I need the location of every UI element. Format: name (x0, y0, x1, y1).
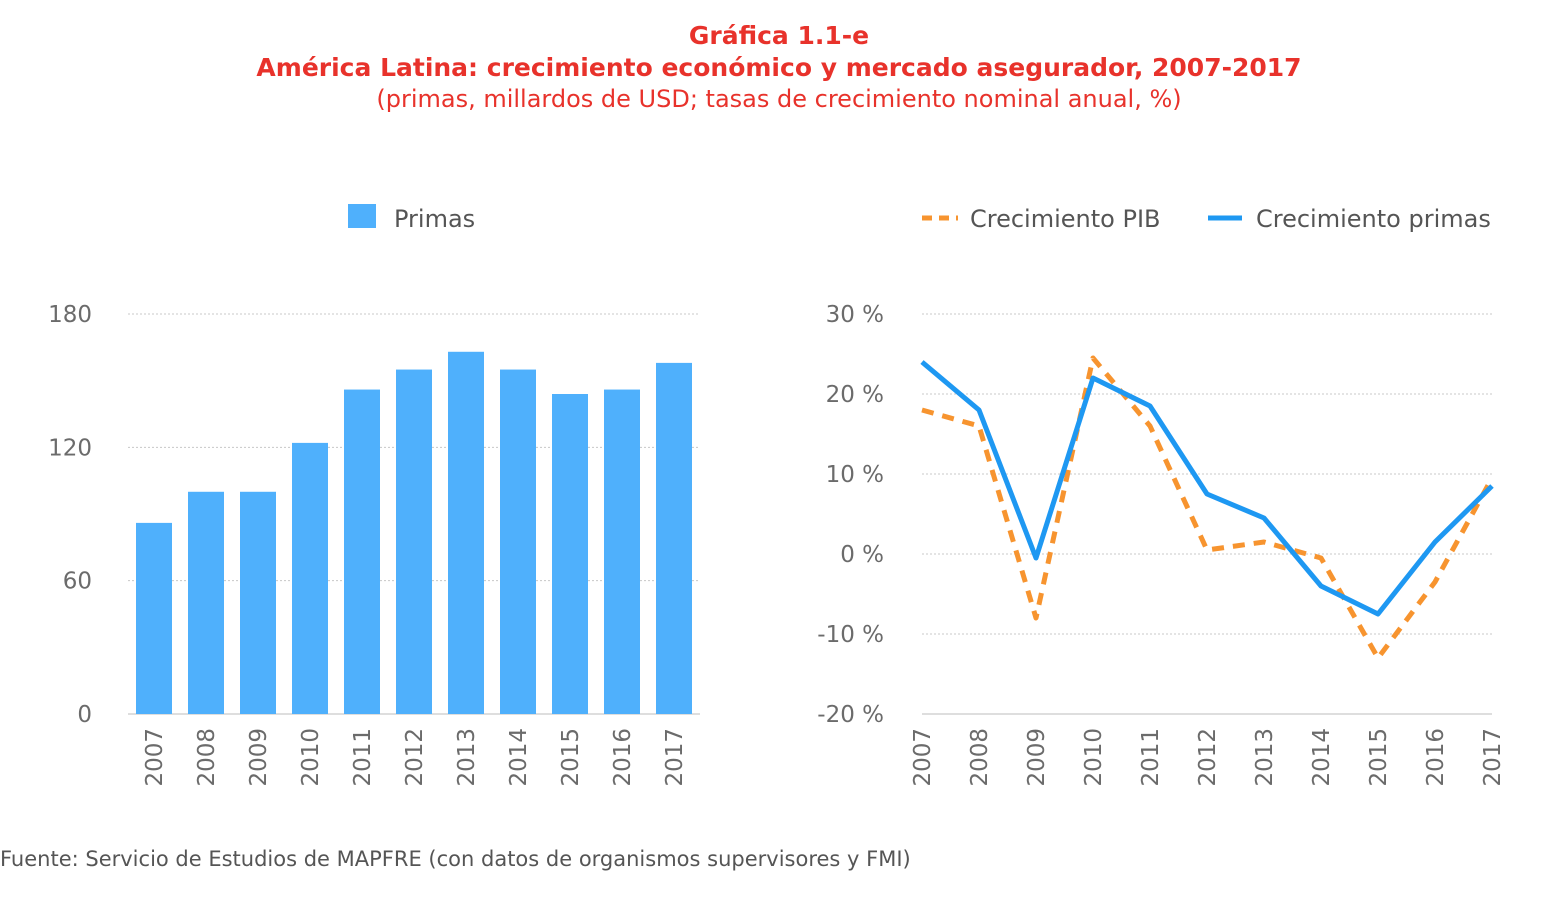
source-note: Fuente: Servicio de Estudios de MAPFRE (… (0, 847, 911, 871)
y-tick-label: 120 (48, 435, 92, 461)
x-tick-label: 2012 (1195, 728, 1221, 787)
x-tick-label: 2014 (506, 728, 532, 787)
x-tick-label: 2011 (350, 728, 376, 787)
bar (344, 389, 380, 714)
y-tick-label: 30 % (826, 302, 884, 328)
x-tick-label: 2010 (1081, 728, 1107, 787)
bar-chart-premiums: 0 60 120 180 2007 2008 2009 2010 2011 2012 2013 201… (48, 204, 700, 787)
y-tick-label: -20 % (817, 702, 884, 728)
series-line-premiums (920, 360, 1494, 617)
x-tick-label: 2014 (1309, 728, 1335, 787)
y-tick-label: 0 % (840, 542, 884, 568)
x-tick-label: 2016 (610, 728, 636, 787)
bar (656, 362, 692, 714)
line-chart-growth: -20 % -10 % 0 % 10 % 20 % 30 % 2007 2008 2009 201… (817, 205, 1506, 787)
bar (188, 491, 224, 714)
series-line-gdp (921, 355, 1495, 661)
legend-label-premiums: Crecimiento primas (1256, 205, 1491, 233)
x-tick-label: 2007 (142, 728, 168, 787)
bar (396, 369, 432, 714)
x-tick-label: 2017 (662, 728, 688, 787)
figure-title: América Latina: crecimiento económico y … (256, 53, 1302, 82)
y-tick-label: 180 (48, 302, 92, 328)
legend-label-primas: Primas (394, 205, 475, 233)
y-tick-label: -10 % (817, 622, 884, 648)
figure-label: Gráfica 1.1-e (688, 21, 870, 50)
figure-subtitle: (primas, millardos de USD; tasas de crec… (376, 85, 1182, 113)
x-tick-label: 2017 (1480, 728, 1506, 787)
x-tick-label: 2011 (1138, 728, 1164, 787)
bar (448, 351, 484, 714)
x-tick-label: 2008 (194, 728, 220, 787)
y-tick-label: 10 % (826, 462, 884, 488)
bar (292, 442, 328, 714)
x-tick-label: 2007 (910, 728, 936, 787)
bar (136, 522, 172, 714)
x-tick-label: 2009 (246, 728, 272, 787)
x-tick-label: 2008 (967, 728, 993, 787)
x-tick-label: 2013 (454, 728, 480, 787)
bar (604, 389, 640, 714)
y-tick-label: 20 % (826, 382, 884, 408)
x-tick-label: 2016 (1423, 728, 1449, 787)
x-tick-label: 2013 (1252, 728, 1278, 787)
x-tick-label: 2015 (1366, 728, 1392, 787)
legend-label-gdp: Crecimiento PIB (970, 205, 1161, 233)
x-tick-label: 2010 (298, 728, 324, 787)
figure-header: Gráfica 1.1-e América Latina: crecimient… (0, 20, 1558, 114)
legend-swatch-primas (348, 204, 376, 228)
y-tick-label: 0 (77, 702, 92, 728)
x-tick-label: 2009 (1024, 728, 1050, 787)
bar (500, 369, 536, 714)
bar (552, 394, 588, 714)
y-tick-label: 60 (63, 569, 92, 595)
x-tick-label: 2012 (402, 728, 428, 787)
x-tick-label: 2015 (558, 728, 584, 787)
bar (240, 491, 276, 714)
